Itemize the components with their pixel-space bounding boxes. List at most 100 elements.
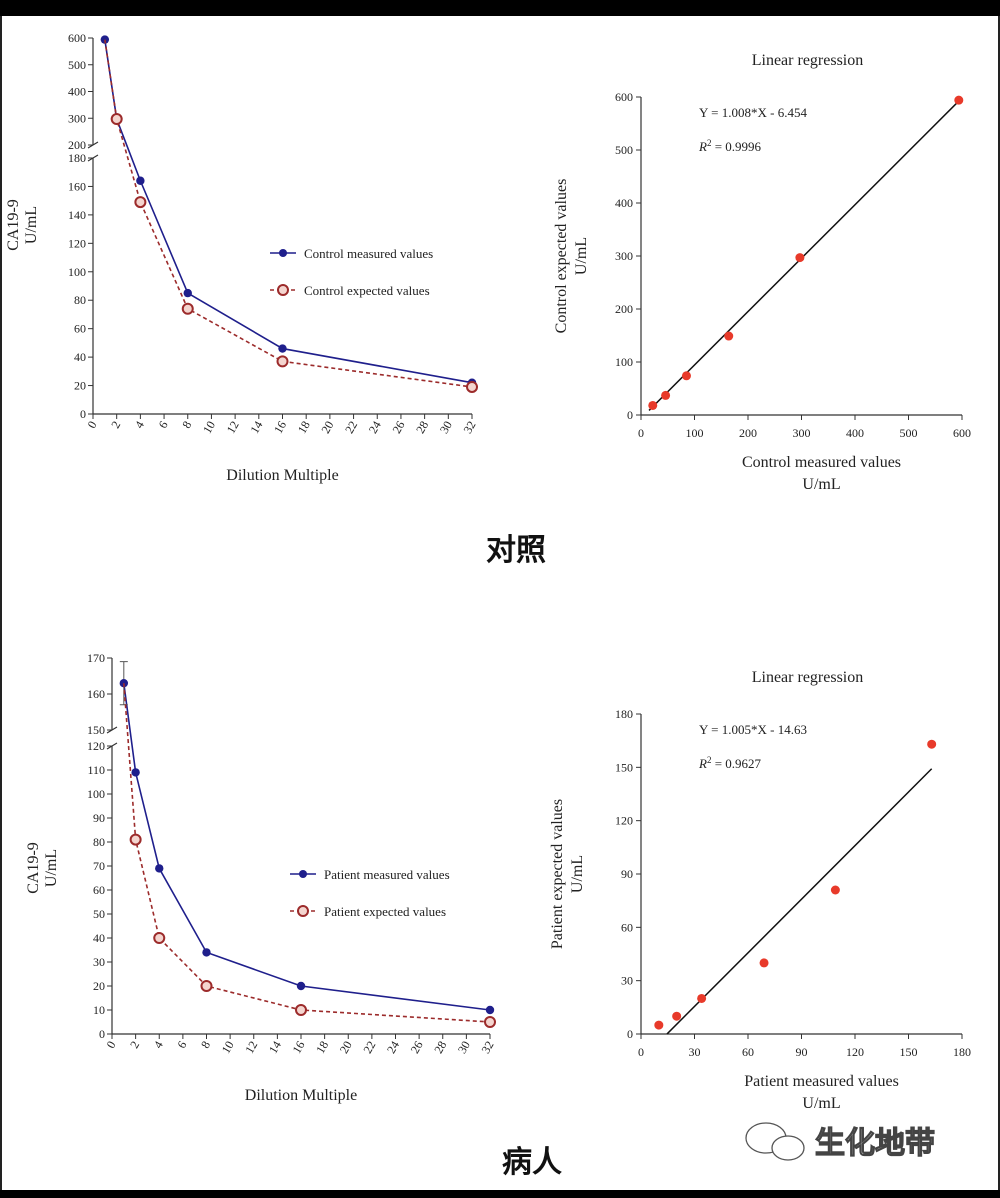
y-axis-title: U/mL (573, 237, 590, 275)
data-point-measured (131, 768, 140, 777)
x-tick-label: 0 (84, 419, 99, 431)
y-tick-label: 150 (615, 760, 633, 774)
x-tick-label: 14 (266, 1039, 284, 1056)
x-tick-label: 30 (455, 1039, 473, 1056)
y-tick-label: 160 (87, 687, 105, 701)
x-axis-title: U/mL (802, 1095, 840, 1112)
legend-label: Control expected values (304, 283, 430, 298)
data-point-expected (110, 113, 123, 126)
x-tick-label: 24 (366, 419, 384, 436)
x-tick-label: 180 (953, 1045, 971, 1059)
x-tick-label: 22 (342, 419, 360, 436)
y-tick-label: 0 (99, 1027, 105, 1041)
y-tick-label: 90 (621, 867, 633, 881)
y-tick-label: 110 (87, 763, 105, 777)
y-axis-title: U/mL (23, 206, 40, 244)
scatter-point (672, 1011, 682, 1021)
y-axis-title: CA19-9 (5, 199, 22, 251)
x-tick-label: 30 (437, 419, 455, 436)
legend-marker (277, 284, 289, 296)
series-line-expected (123, 683, 491, 1023)
left-frame-edge (0, 16, 2, 1190)
x-tick-label: 200 (739, 426, 757, 440)
y-tick-label: 600 (68, 31, 86, 45)
y-tick-label: 180 (68, 151, 86, 165)
series-line-measured (123, 683, 491, 1011)
data-point-expected (200, 980, 213, 992)
y-tick-label: 200 (68, 138, 86, 152)
y-tick-label: 0 (627, 1027, 633, 1041)
r-squared: R2 = 0.9627 (698, 755, 762, 771)
watermark: 生化地带 (745, 1122, 936, 1162)
y-tick-label: 120 (615, 814, 633, 828)
x-tick-label: 32 (478, 1039, 496, 1056)
scatter-point (830, 885, 840, 895)
y-tick-label: 150 (87, 723, 105, 737)
x-tick-label: 18 (295, 419, 313, 436)
x-tick-label: 32 (460, 419, 478, 436)
y-tick-label: 70 (93, 859, 105, 873)
x-tick-label: 16 (289, 1039, 307, 1056)
data-point-expected (466, 380, 478, 393)
legend-marker (297, 905, 309, 917)
right-frame-edge (998, 16, 1000, 1190)
y-tick-label: 300 (615, 249, 633, 263)
watermark-text: 生化地带 (815, 1126, 935, 1161)
r-squared: R2 = 0.9996 (698, 138, 762, 154)
data-point-measured (485, 1005, 495, 1015)
data-point-expected (484, 1016, 496, 1028)
x-tick-label: 20 (318, 419, 336, 436)
patient-regression-chart: 0 30 60 90 120 150 180 0 30 60 90 120 150 180 Linear r… (549, 669, 971, 1112)
y-tick-label: 500 (68, 58, 86, 72)
y-tick-label: 20 (93, 979, 105, 993)
x-axis-title: Dilution Multiple (226, 467, 338, 484)
x-axis-title: U/mL (802, 476, 840, 493)
scatter-point (681, 371, 691, 381)
x-tick-label: 12 (242, 1039, 260, 1056)
y-tick-label: 400 (615, 196, 633, 210)
legend-marker (299, 870, 307, 878)
x-tick-label: 22 (360, 1039, 378, 1056)
y-axis-title: CA19-9 (25, 842, 42, 894)
y-tick-label: 0 (80, 407, 86, 421)
y-tick-label: 500 (615, 143, 633, 157)
data-point-expected (295, 1004, 307, 1016)
scatter-point (759, 958, 769, 968)
y-tick-label: 170 (87, 651, 105, 665)
regression-fit-line (666, 768, 933, 1035)
x-tick-label: 4 (151, 1039, 166, 1051)
y-tick-label: 80 (74, 293, 86, 307)
bottom-frame-bar (0, 1190, 1000, 1198)
data-point-expected (153, 932, 166, 944)
y-tick-label: 20 (74, 379, 86, 393)
x-tick-label: 8 (179, 419, 194, 431)
legend-label: Control measured values (304, 246, 433, 261)
y-tick-label: 600 (615, 90, 633, 104)
data-point-measured (136, 176, 145, 185)
x-tick-label: 16 (271, 419, 289, 436)
series-line-expected (104, 39, 473, 388)
y-tick-label: 80 (93, 835, 105, 849)
patient-caption: 病人 (502, 1145, 562, 1180)
y-tick-label: 30 (93, 955, 105, 969)
y-tick-label: 60 (621, 920, 633, 934)
x-tick-label: 30 (689, 1045, 701, 1059)
y-tick-label: 100 (68, 265, 86, 279)
scatter-point (648, 400, 658, 410)
x-tick-label: 6 (174, 1039, 189, 1051)
y-axis-title: Patient expected values (549, 799, 566, 949)
y-tick-label: 40 (74, 350, 86, 364)
x-tick-label: 500 (900, 426, 918, 440)
data-point-expected (181, 302, 194, 315)
y-tick-label: 60 (93, 883, 105, 897)
data-point-measured (296, 981, 306, 991)
y-tick-label: 100 (615, 355, 633, 369)
x-tick-label: 28 (431, 1039, 449, 1056)
x-tick-label: 0 (103, 1039, 118, 1051)
x-tick-label: 400 (846, 426, 864, 440)
y-axis-title: U/mL (43, 849, 60, 887)
data-point-measured (155, 864, 164, 873)
y-tick-label: 40 (93, 931, 105, 945)
